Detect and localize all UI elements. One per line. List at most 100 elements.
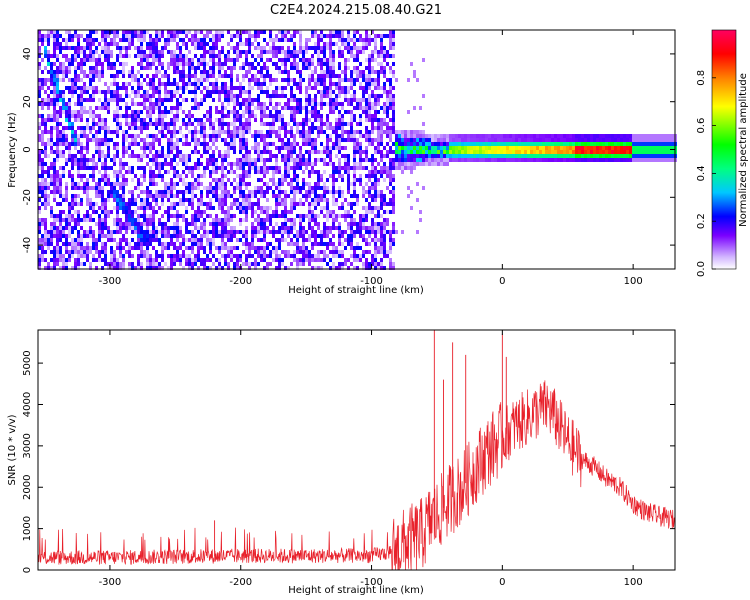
spectrogram-cell xyxy=(209,122,212,126)
spectrogram-cell xyxy=(314,150,317,154)
spectrogram-cell xyxy=(71,110,74,114)
spectrogram-cell xyxy=(86,210,89,214)
spectrogram-cell xyxy=(143,126,146,130)
spectrogram-cell xyxy=(344,210,347,214)
spectrogram-cell xyxy=(299,46,302,50)
spectrogram-cell xyxy=(143,230,146,234)
spectrogram-cell xyxy=(380,150,383,154)
spectrogram-cell xyxy=(479,138,482,142)
spectrogram-cell xyxy=(215,38,218,42)
spectrogram-cell xyxy=(179,46,182,50)
spectrogram-cell xyxy=(203,174,206,178)
spectrogram-cell xyxy=(326,46,329,50)
spectrogram-cell xyxy=(401,134,404,138)
spectrogram-cell xyxy=(68,242,71,246)
spectrogram-cell xyxy=(77,94,80,98)
spectrogram-cell xyxy=(77,234,80,238)
spectrogram-cell xyxy=(83,54,86,58)
spectrogram-cell xyxy=(365,206,368,210)
spectrogram-cell xyxy=(194,222,197,226)
spectrogram-cell xyxy=(257,170,260,174)
spectrogram-cell xyxy=(299,158,302,162)
spectrogram-cell xyxy=(440,138,443,142)
spectrogram-cell xyxy=(455,134,458,138)
spectrogram-cell xyxy=(188,78,191,82)
spectrogram-cell xyxy=(137,50,140,54)
spectrogram-cell xyxy=(377,266,380,270)
spectrogram-cell xyxy=(68,122,71,126)
spectrogram-cell xyxy=(98,194,101,198)
spectrogram-cell xyxy=(98,130,101,134)
spectrogram-cell xyxy=(113,146,116,150)
spectrogram-cell xyxy=(368,142,371,146)
spectrogram-cell xyxy=(146,90,149,94)
spectrogram-cell xyxy=(107,66,110,70)
spectrogram-cell xyxy=(392,126,395,130)
spectrogram-cell xyxy=(62,150,65,154)
spectrogram-cell xyxy=(443,154,446,158)
spectrogram-cell xyxy=(131,230,134,234)
spectrogram-cell xyxy=(173,78,176,82)
spectrogram-cell xyxy=(50,258,53,262)
spectrogram-cell xyxy=(188,186,191,190)
spectrogram-cell xyxy=(146,258,149,262)
spectrogram-cell xyxy=(254,186,257,190)
spectrogram-cell xyxy=(314,98,317,102)
spectrogram-cell xyxy=(245,258,248,262)
spectrogram-cell xyxy=(338,50,341,54)
spectrogram-cell xyxy=(206,238,209,242)
spectrogram-cell xyxy=(341,166,344,170)
spectrogram-cell xyxy=(269,254,272,258)
spectrogram-cell xyxy=(368,110,371,114)
spectrogram-cell xyxy=(251,34,254,38)
spectrogram-cell xyxy=(518,138,521,142)
spectrogram-cell xyxy=(65,66,68,70)
spectrogram-cell xyxy=(308,174,311,178)
spectrogram-cell xyxy=(47,170,50,174)
spectrogram-cell xyxy=(83,62,86,66)
spectrogram-cell xyxy=(242,146,245,150)
spectrogram-cell xyxy=(65,242,68,246)
spectrogram-cell xyxy=(437,150,440,154)
spectrogram-cell xyxy=(344,154,347,158)
spectrogram-cell xyxy=(281,62,284,66)
spectrogram-cell xyxy=(413,150,416,154)
spectrogram-cell xyxy=(347,266,350,270)
spectrogram-cell xyxy=(200,174,203,178)
spectrogram-cell xyxy=(284,166,287,170)
spectrogram-cell xyxy=(140,46,143,50)
spectrogram-cell xyxy=(314,238,317,242)
spectrogram-cell xyxy=(182,38,185,42)
spectrogram-cell xyxy=(86,46,89,50)
spectrogram-cell xyxy=(269,206,272,210)
spectrogram-cell xyxy=(311,34,314,38)
spectrogram-cell xyxy=(197,106,200,110)
spectrogram-cell xyxy=(47,142,50,146)
spectrogram-cell xyxy=(95,194,98,198)
spectrogram-cell xyxy=(80,106,83,110)
spectrogram-cell xyxy=(146,254,149,258)
spectrogram-cell xyxy=(173,50,176,54)
spectrogram-cell xyxy=(239,118,242,122)
spectrogram-cell xyxy=(344,130,347,134)
spectrogram-cell xyxy=(320,50,323,54)
spectrogram-cell xyxy=(254,266,257,270)
spectrogram-cell xyxy=(254,98,257,102)
spectrogram-cell xyxy=(227,250,230,254)
spectrogram-cell xyxy=(71,178,74,182)
spectrogram-cell xyxy=(317,250,320,254)
spectrogram-cell xyxy=(236,118,239,122)
spectrogram-cell xyxy=(392,142,395,146)
spectrogram-cell xyxy=(248,266,251,270)
spectrogram-cell xyxy=(197,238,200,242)
spectrogram-cell xyxy=(65,146,68,150)
spectrogram-cell xyxy=(359,146,362,150)
spectrogram-cell xyxy=(254,134,257,138)
spectrogram-cell xyxy=(341,70,344,74)
spectrogram-cell xyxy=(41,222,44,226)
spectrogram-cell xyxy=(353,90,356,94)
spectrogram-cell xyxy=(53,186,56,190)
spectrogram-cell xyxy=(143,202,146,206)
spectrogram-cell xyxy=(71,218,74,222)
spectrogram-cell xyxy=(374,238,377,242)
